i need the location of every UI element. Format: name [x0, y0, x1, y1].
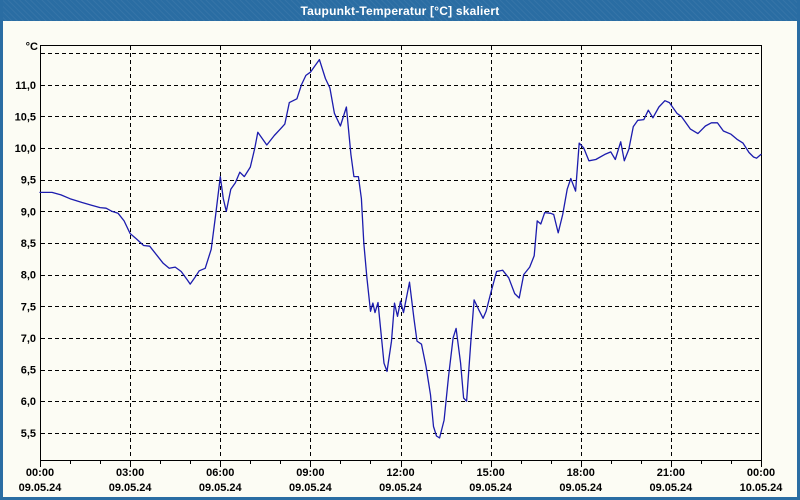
y-axis-tick-label: 8,5: [21, 238, 36, 250]
x-axis-time-label: 18:00: [567, 467, 595, 479]
x-axis-time-label: 03:00: [116, 467, 144, 479]
x-axis-date-label: 10.05.24: [740, 482, 784, 494]
x-axis-time-label: 09:00: [296, 467, 324, 479]
y-axis-tick-label: 9,0: [21, 206, 36, 218]
y-axis-tick-label: 10,5: [15, 111, 36, 123]
y-axis-tick-label: 7,5: [21, 301, 36, 313]
y-axis-unit-label: °C: [26, 41, 38, 53]
x-axis-date-label: 09.05.24: [199, 482, 243, 494]
x-axis-date-label: 09.05.24: [379, 482, 423, 494]
x-axis-date-label: 09.05.24: [19, 482, 63, 494]
x-axis-time-label: 00:00: [747, 467, 775, 479]
x-axis-date-label: 09.05.24: [109, 482, 153, 494]
y-axis-tick-label: 6,0: [21, 396, 36, 408]
x-axis-time-label: 00:00: [26, 467, 54, 479]
x-axis-date-label: 09.05.24: [289, 482, 333, 494]
x-axis-time-label: 21:00: [657, 467, 685, 479]
plot-border: [40, 45, 762, 461]
x-axis-time-label: 12:00: [386, 467, 414, 479]
y-axis-tick-label: 11,0: [15, 80, 36, 92]
y-axis-tick-label: 9,5: [21, 175, 36, 187]
y-axis-tick-label: 8,0: [21, 270, 36, 282]
chart-title: Taupunkt-Temperatur [°C] skaliert: [300, 3, 500, 18]
x-axis-time-label: 06:00: [206, 467, 234, 479]
chart-title-bar: Taupunkt-Temperatur [°C] skaliert: [0, 0, 800, 21]
y-axis-tick-label: 10,0: [15, 143, 36, 155]
y-axis-tick-label: 6,5: [21, 365, 36, 377]
temperature-series-line: [39, 58, 762, 439]
y-axis-tick-label: 7,0: [21, 333, 36, 345]
x-axis-time-label: 15:00: [477, 467, 505, 479]
x-axis-date-label: 09.05.24: [559, 482, 603, 494]
y-axis-tick-label: 5,5: [21, 428, 36, 440]
x-axis-date-label: 09.05.24: [469, 482, 513, 494]
x-axis-date-label: 09.05.24: [649, 482, 693, 494]
